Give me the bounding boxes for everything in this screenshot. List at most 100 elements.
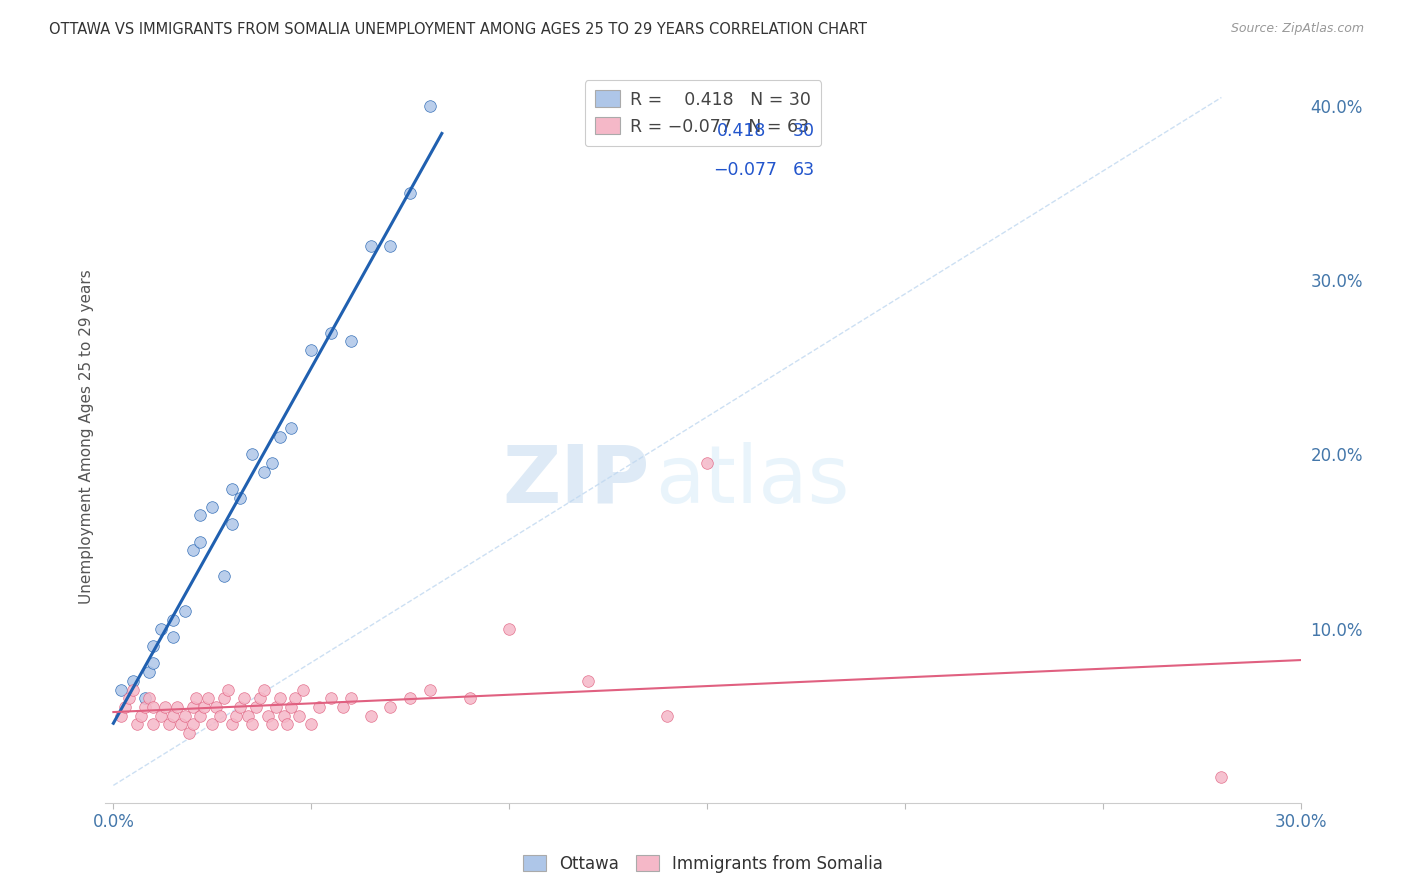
Point: [380, 238, 402, 252]
Point: [153, 700, 176, 714]
Point: [212, 569, 235, 583]
Point: [181, 717, 204, 731]
Point: [399, 186, 422, 201]
Point: [253, 465, 276, 479]
Point: [284, 691, 307, 706]
Point: [273, 708, 295, 723]
Point: [186, 691, 208, 706]
Text: ZIP: ZIP: [502, 442, 650, 520]
Point: [142, 657, 165, 671]
Point: [201, 500, 224, 514]
Legend: R =    0.418   N = 30, R = −0.077   N = 63: R = 0.418 N = 30, R = −0.077 N = 63: [585, 80, 821, 146]
Point: [197, 691, 219, 706]
Point: [256, 708, 278, 723]
Point: [280, 700, 302, 714]
Point: [276, 717, 298, 731]
Point: [193, 700, 215, 714]
Point: [129, 708, 152, 723]
Point: [332, 700, 354, 714]
Text: OTTAWA VS IMMIGRANTS FROM SOMALIA UNEMPLOYMENT AMONG AGES 25 TO 29 YEARS CORRELA: OTTAWA VS IMMIGRANTS FROM SOMALIA UNEMPL…: [49, 22, 868, 37]
Y-axis label: Unemployment Among Ages 25 to 29 years: Unemployment Among Ages 25 to 29 years: [79, 269, 94, 605]
Point: [240, 448, 263, 462]
Point: [138, 691, 160, 706]
Point: [233, 691, 256, 706]
Point: [190, 508, 212, 523]
Point: [217, 682, 239, 697]
Text: −0.077: −0.077: [713, 161, 778, 178]
Point: [162, 631, 184, 645]
Point: [260, 456, 283, 470]
Point: [181, 543, 204, 558]
Point: [166, 700, 188, 714]
Point: [657, 708, 679, 723]
Point: [142, 639, 165, 653]
Point: [134, 700, 156, 714]
Point: [177, 726, 200, 740]
Point: [181, 700, 204, 714]
Point: [118, 691, 141, 706]
Point: [498, 622, 520, 636]
Point: [173, 708, 195, 723]
Point: [221, 483, 243, 497]
Point: [162, 708, 184, 723]
Point: [249, 691, 271, 706]
Point: [190, 708, 212, 723]
Point: [229, 491, 252, 505]
Point: [122, 682, 145, 697]
Point: [149, 708, 172, 723]
Point: [201, 717, 224, 731]
Text: atlas: atlas: [655, 442, 849, 520]
Point: [236, 708, 259, 723]
Text: Source: ZipAtlas.com: Source: ZipAtlas.com: [1230, 22, 1364, 36]
Point: [458, 691, 481, 706]
Point: [696, 456, 718, 470]
Point: [190, 534, 212, 549]
Point: [122, 673, 145, 688]
Point: [110, 682, 132, 697]
Point: [225, 708, 247, 723]
Point: [221, 517, 243, 532]
Point: [245, 700, 267, 714]
Point: [253, 682, 276, 697]
Point: [419, 682, 441, 697]
Point: [340, 691, 363, 706]
Point: [138, 665, 160, 680]
Point: [380, 700, 402, 714]
Point: [319, 691, 342, 706]
Point: [169, 717, 191, 731]
Point: [399, 691, 422, 706]
Point: [134, 691, 156, 706]
Point: [269, 691, 291, 706]
Point: [360, 708, 382, 723]
Point: [1211, 770, 1233, 784]
Point: [419, 99, 441, 113]
Point: [212, 691, 235, 706]
Point: [288, 708, 311, 723]
Point: [292, 682, 315, 697]
Point: [360, 238, 382, 252]
Point: [280, 421, 302, 435]
Point: [299, 717, 322, 731]
Point: [269, 430, 291, 444]
Point: [142, 717, 165, 731]
Text: 0.418: 0.418: [717, 121, 766, 140]
Point: [240, 717, 263, 731]
Legend: Ottawa, Immigrants from Somalia: Ottawa, Immigrants from Somalia: [516, 848, 890, 880]
Text: 30: 30: [793, 121, 814, 140]
Point: [205, 700, 228, 714]
Point: [157, 717, 180, 731]
Text: 63: 63: [793, 161, 814, 178]
Point: [260, 717, 283, 731]
Point: [264, 700, 287, 714]
Point: [576, 673, 599, 688]
Point: [173, 604, 195, 618]
Point: [209, 708, 232, 723]
Point: [299, 343, 322, 357]
Point: [142, 700, 165, 714]
Point: [127, 717, 149, 731]
Point: [221, 717, 243, 731]
Point: [114, 700, 136, 714]
Point: [110, 708, 132, 723]
Point: [162, 613, 184, 627]
Point: [308, 700, 330, 714]
